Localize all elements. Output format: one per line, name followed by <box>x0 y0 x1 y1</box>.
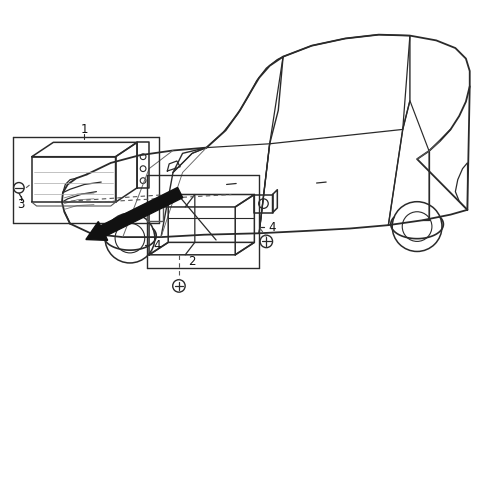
Text: 3: 3 <box>17 198 24 211</box>
Text: 4: 4 <box>154 239 161 252</box>
Polygon shape <box>86 188 183 241</box>
Text: 4: 4 <box>269 221 276 234</box>
Text: 1: 1 <box>81 123 88 136</box>
Text: 2: 2 <box>188 254 196 267</box>
